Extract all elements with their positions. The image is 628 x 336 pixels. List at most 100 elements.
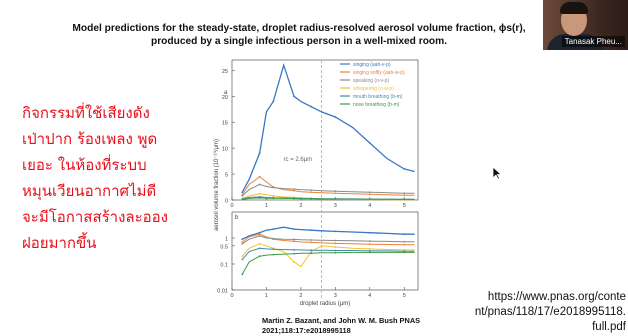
series-line-top	[242, 197, 415, 200]
data-point	[368, 198, 371, 201]
data-point	[403, 233, 406, 236]
data-point	[293, 261, 295, 263]
data-point	[334, 242, 337, 245]
x-tick-label: 5	[403, 293, 406, 299]
data-point	[241, 273, 244, 276]
x-tick-label: 3	[334, 203, 337, 209]
x-tick-label: 5	[403, 203, 406, 209]
critical-radius-annotation: rc = 2.6μm	[284, 157, 313, 163]
data-point	[310, 250, 313, 253]
data-point	[293, 197, 295, 200]
series-line-bottom	[242, 233, 415, 246]
data-point	[403, 248, 406, 251]
data-point	[293, 240, 295, 243]
mouse-cursor-icon	[492, 166, 502, 180]
data-point	[403, 198, 406, 201]
data-point	[310, 191, 313, 194]
y-tick-label: 1	[225, 237, 228, 243]
bottom-plot-frame	[231, 211, 419, 291]
panel-label: a	[224, 90, 228, 96]
data-point	[310, 197, 313, 200]
legend-entry: singing softly (aah-w-p)	[353, 70, 405, 76]
top-plot-frame	[231, 59, 419, 201]
x-tick-label: 0	[230, 203, 233, 209]
data-point	[403, 167, 406, 170]
url-line: full.pdf	[592, 321, 626, 333]
y-axis-label: aerosol volume fraction (10⁻¹⁰/μm)	[213, 139, 220, 231]
annotation-line: ฝอยมากขึ้น	[22, 234, 97, 252]
series-line-bottom	[241, 251, 415, 275]
data-point	[241, 194, 244, 197]
legend-entry: whispering (c-w-p)	[353, 86, 394, 92]
participant-name-label: Tanasak Pheu...	[561, 36, 625, 47]
data-point	[241, 191, 244, 194]
data-point	[403, 251, 406, 254]
participant-video-tile[interactable]: Tanasak Pheu...	[543, 0, 628, 50]
data-point	[334, 239, 337, 242]
slide-title-line1: Model predictions for the steady-state, …	[72, 23, 526, 34]
series-line-top	[241, 176, 415, 196]
citation-line1: Martin Z. Bazant, and John W. M. Bush PN…	[262, 316, 421, 325]
series-line-bottom	[242, 226, 415, 240]
data-point	[293, 188, 295, 191]
x-tick-label: 1	[265, 203, 268, 209]
x-tick-label: 2	[299, 293, 302, 299]
data-point	[293, 228, 295, 230]
y-tick-label: 20	[222, 95, 228, 101]
data-point	[258, 255, 261, 258]
data-point	[272, 253, 275, 256]
data-point	[241, 198, 244, 201]
source-url: https://www.pnas.org/conte nt/pnas/118/1…	[456, 290, 626, 335]
data-point	[368, 243, 371, 246]
y-tick-label: 0.01	[217, 289, 228, 295]
x-tick-label: 4	[368, 293, 371, 299]
series-line-bottom	[241, 247, 415, 260]
panel-label: b	[235, 215, 239, 221]
data-point	[310, 241, 313, 244]
y-tick-label: 0.1	[220, 263, 228, 269]
url-line: nt/pnas/118/17/e2018995118.	[474, 306, 626, 318]
data-point	[293, 95, 295, 98]
y-tick-label: 5	[225, 173, 228, 179]
data-point	[368, 193, 371, 196]
data-point	[334, 251, 337, 254]
data-point	[241, 238, 244, 241]
slide-title-line2: produced by a single infectious person i…	[150, 36, 448, 47]
data-point	[403, 194, 406, 197]
legend-entry: speaking (o-v-p)	[353, 78, 389, 84]
data-point	[334, 192, 337, 195]
data-point	[272, 186, 275, 189]
data-point	[334, 116, 337, 118]
x-tick-label: 3	[334, 293, 337, 299]
data-point	[368, 231, 371, 234]
data-point	[272, 228, 275, 230]
x-axis-label: droplet radius (μm)	[300, 301, 350, 307]
y-tick-label: 0.5	[220, 244, 228, 250]
legend-entry: nose breathing (b-m)	[353, 102, 400, 108]
legend-entry: mouth breathing (b-m)	[353, 94, 403, 100]
annotation-line: เป่าปาก ร้องเพลง พูด	[22, 130, 158, 148]
annotation-line: จะมีโอกาสสร้างละออง	[22, 208, 169, 226]
data-point	[368, 191, 371, 194]
data-point	[310, 249, 313, 252]
data-point	[258, 175, 261, 178]
data-point	[272, 194, 275, 197]
citation: Martin Z. Bazant, and John W. M. Bush PN…	[262, 316, 420, 336]
data-point	[334, 246, 337, 248]
annotation-line: หมุนเวียนอากาศไม่ดี	[22, 182, 157, 200]
data-point	[334, 198, 337, 200]
data-point	[293, 252, 295, 255]
data-point	[310, 252, 313, 255]
legend-entry: singing (aah-v-p)	[353, 62, 391, 68]
annotation-line: เยอะ ในห้องที่ระบบ	[22, 156, 147, 174]
data-point	[368, 240, 371, 242]
participant-hair	[560, 2, 588, 14]
x-tick-label: 0	[230, 293, 233, 299]
data-point	[310, 189, 313, 192]
data-point	[241, 242, 244, 245]
x-tick-label: 1	[265, 293, 268, 299]
data-point	[310, 239, 313, 241]
data-point	[403, 243, 406, 246]
data-point	[368, 251, 371, 254]
